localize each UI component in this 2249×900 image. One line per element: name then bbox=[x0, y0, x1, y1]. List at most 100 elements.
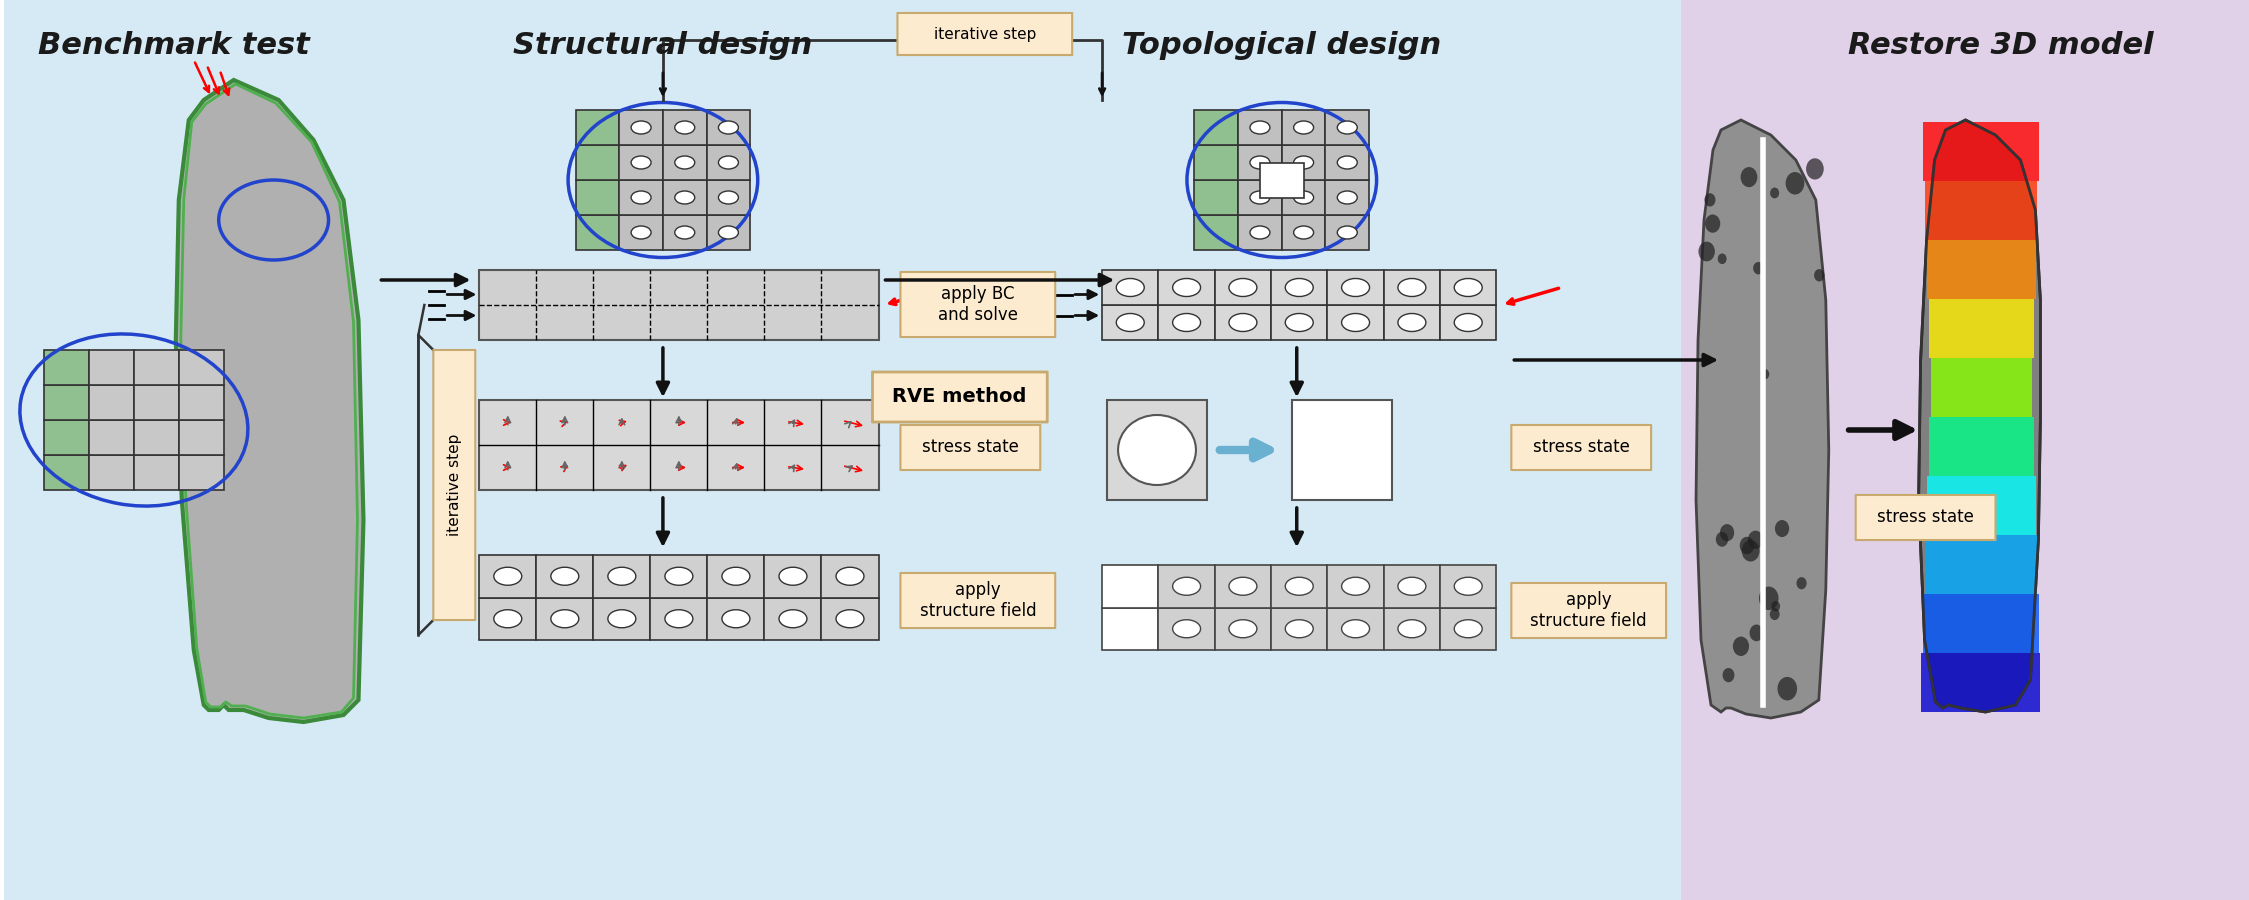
Ellipse shape bbox=[1705, 194, 1716, 206]
Ellipse shape bbox=[1455, 620, 1482, 638]
Ellipse shape bbox=[717, 226, 738, 239]
Bar bbox=[1239, 180, 1282, 215]
Ellipse shape bbox=[607, 567, 636, 585]
FancyBboxPatch shape bbox=[1511, 425, 1651, 470]
Ellipse shape bbox=[1343, 577, 1370, 595]
Bar bbox=[1194, 215, 1239, 250]
Ellipse shape bbox=[1770, 187, 1779, 198]
Bar bbox=[479, 598, 535, 640]
Ellipse shape bbox=[1734, 636, 1750, 656]
Ellipse shape bbox=[1293, 156, 1313, 169]
Bar bbox=[135, 350, 180, 385]
Ellipse shape bbox=[1228, 313, 1257, 331]
Ellipse shape bbox=[1786, 172, 1804, 194]
Polygon shape bbox=[1923, 594, 2040, 653]
Text: RVE method: RVE method bbox=[893, 388, 1026, 407]
Ellipse shape bbox=[1250, 156, 1271, 169]
Ellipse shape bbox=[1399, 278, 1426, 296]
Bar bbox=[479, 400, 879, 490]
Bar bbox=[45, 420, 90, 455]
Bar bbox=[1327, 608, 1383, 650]
Bar bbox=[708, 598, 765, 640]
Ellipse shape bbox=[1455, 577, 1482, 595]
Bar bbox=[618, 145, 663, 180]
Bar bbox=[618, 215, 663, 250]
Ellipse shape bbox=[1761, 369, 1770, 379]
Ellipse shape bbox=[495, 610, 522, 628]
Ellipse shape bbox=[1228, 278, 1257, 296]
Bar bbox=[618, 180, 663, 215]
Polygon shape bbox=[1930, 417, 2033, 476]
Bar bbox=[180, 420, 223, 455]
Bar bbox=[90, 420, 135, 455]
Ellipse shape bbox=[1806, 158, 1824, 179]
Bar bbox=[650, 598, 708, 640]
Bar bbox=[1383, 608, 1439, 650]
Bar bbox=[45, 455, 90, 490]
Bar bbox=[1325, 180, 1370, 215]
Bar bbox=[1214, 270, 1271, 305]
Ellipse shape bbox=[495, 567, 522, 585]
Ellipse shape bbox=[1741, 540, 1759, 562]
Ellipse shape bbox=[778, 610, 807, 628]
Ellipse shape bbox=[1284, 278, 1313, 296]
Text: iterative step: iterative step bbox=[933, 26, 1037, 41]
Ellipse shape bbox=[717, 121, 738, 134]
Text: Structural design: Structural design bbox=[513, 31, 812, 59]
FancyBboxPatch shape bbox=[897, 13, 1073, 55]
Ellipse shape bbox=[1750, 625, 1763, 641]
Bar bbox=[479, 270, 879, 340]
Polygon shape bbox=[1696, 120, 1828, 718]
FancyBboxPatch shape bbox=[900, 425, 1041, 470]
Text: apply BC
and solve: apply BC and solve bbox=[938, 285, 1019, 324]
Bar bbox=[1214, 565, 1271, 608]
Bar bbox=[135, 385, 180, 420]
Ellipse shape bbox=[1284, 313, 1313, 331]
Ellipse shape bbox=[1754, 262, 1763, 274]
Ellipse shape bbox=[1172, 577, 1201, 595]
Bar bbox=[135, 420, 180, 455]
Bar bbox=[1102, 305, 1158, 340]
Ellipse shape bbox=[1723, 668, 1734, 682]
Ellipse shape bbox=[1338, 156, 1356, 169]
Bar bbox=[1282, 215, 1325, 250]
Bar bbox=[706, 215, 751, 250]
Text: stress state: stress state bbox=[1534, 438, 1631, 456]
Ellipse shape bbox=[1172, 620, 1201, 638]
Bar bbox=[1271, 270, 1327, 305]
Bar bbox=[594, 555, 650, 598]
Bar bbox=[1271, 608, 1327, 650]
Bar bbox=[663, 110, 706, 145]
Ellipse shape bbox=[675, 156, 695, 169]
Ellipse shape bbox=[1250, 226, 1271, 239]
Bar bbox=[594, 598, 650, 640]
Ellipse shape bbox=[551, 610, 578, 628]
Ellipse shape bbox=[837, 610, 864, 628]
Bar bbox=[1439, 608, 1496, 650]
Bar bbox=[1107, 400, 1208, 500]
Ellipse shape bbox=[1777, 677, 1797, 700]
Ellipse shape bbox=[1720, 524, 1734, 541]
Bar bbox=[45, 350, 90, 385]
Ellipse shape bbox=[1228, 620, 1257, 638]
Ellipse shape bbox=[1116, 313, 1145, 331]
Ellipse shape bbox=[717, 191, 738, 204]
Ellipse shape bbox=[1747, 531, 1763, 549]
Bar bbox=[1282, 145, 1325, 180]
Bar bbox=[1383, 565, 1439, 608]
Ellipse shape bbox=[1774, 520, 1790, 537]
Ellipse shape bbox=[722, 610, 749, 628]
Bar bbox=[1194, 180, 1239, 215]
Bar bbox=[1271, 305, 1327, 340]
Bar bbox=[1327, 270, 1383, 305]
Polygon shape bbox=[1921, 653, 2040, 712]
Bar bbox=[1158, 565, 1214, 608]
Ellipse shape bbox=[1338, 226, 1356, 239]
Bar bbox=[1271, 565, 1327, 608]
Ellipse shape bbox=[1343, 313, 1370, 331]
Ellipse shape bbox=[1172, 278, 1201, 296]
Bar bbox=[765, 555, 821, 598]
Bar bbox=[1239, 215, 1282, 250]
Bar bbox=[1325, 110, 1370, 145]
Ellipse shape bbox=[1293, 191, 1313, 204]
